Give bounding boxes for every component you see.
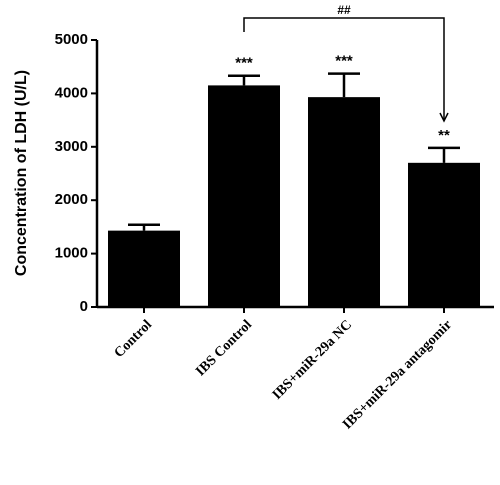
x-tick-label: Control [112,317,156,361]
y-tick-label: 1000 [55,245,88,262]
y-tick-label: 4000 [55,84,88,101]
significance-label: ** [438,127,450,144]
y-tick-label: 2000 [55,191,88,208]
y-axis-label: Concentration of LDH (U/L) [13,70,30,276]
x-tick-label: IBS+miR-29a NC [270,317,355,402]
x-tick-label: IBS Control [193,317,255,379]
significance-label: *** [335,53,353,70]
x-tick-label: IBS+miR-29a antagomir [340,317,455,432]
error-bar [228,74,260,86]
error-bar [128,223,160,231]
comparison-bracket [243,17,445,120]
bracket-label: ## [337,3,351,17]
y-tick-label: 0 [80,298,88,315]
bar [108,230,180,307]
error-bar [328,72,360,98]
y-tick-label: 5000 [55,31,88,48]
bar [408,162,480,307]
error-bar [428,146,460,163]
y-tick-label: 3000 [55,138,88,155]
bracket-arrow [439,112,449,123]
significance-label: *** [235,55,253,72]
bar [208,85,280,307]
bar [308,97,380,307]
